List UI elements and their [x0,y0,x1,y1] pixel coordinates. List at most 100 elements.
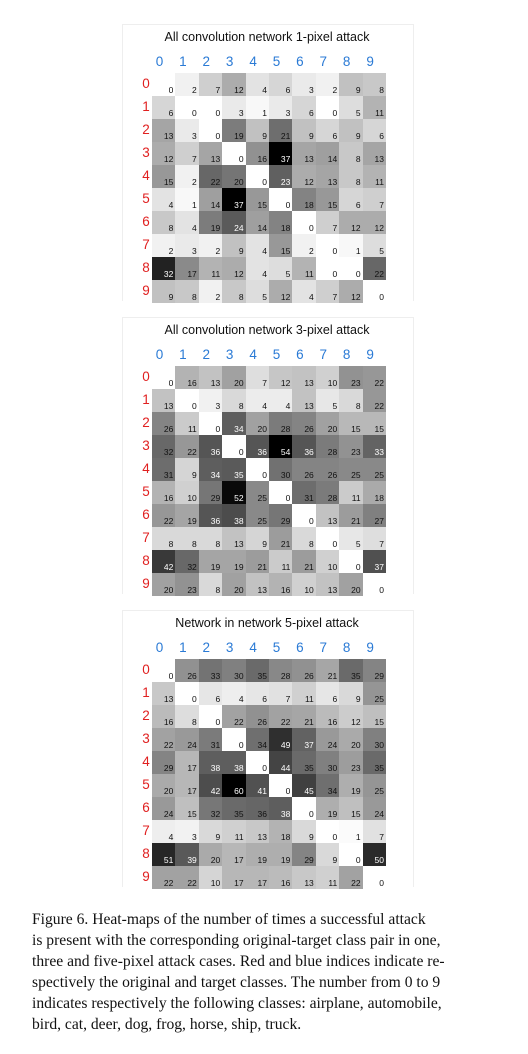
heatmap-cell: 12 [222,257,246,280]
cell-value: 3 [192,832,197,842]
heatmap-cell: 4 [292,280,316,303]
heatmap-cell: 13 [362,142,386,165]
heatmap-cell: 22 [152,728,176,751]
cell-value: 13 [304,378,314,388]
cell-value: 23 [351,763,361,773]
cell-value: 28 [327,447,338,457]
cell-value: 17 [234,855,244,865]
heatmap-cell: 8 [175,705,199,728]
cell-value: 1 [262,108,267,118]
cell-value: 10 [210,878,221,888]
cell-value: 30 [374,740,384,750]
heatmap-cell: 32 [152,435,176,458]
target-class-label: 1 [179,640,187,655]
cell-value: 26 [304,470,314,480]
heatmap-cell: 38 [222,751,246,774]
cell-value: 16 [187,378,197,388]
cell-value: 0 [215,131,221,141]
cell-value: 37 [280,154,291,164]
original-class-label: 8 [142,260,150,275]
cell-value: 21 [327,671,338,681]
heatmap-cell: 34 [222,412,246,435]
cell-value: 28 [280,424,291,434]
cell-value: 1 [355,246,361,256]
cell-value: 11 [328,878,338,888]
cell-value: 7 [379,832,384,842]
heatmap-cell: 0 [269,188,293,211]
heatmap-cell: 25 [245,481,269,504]
cell-value: 26 [187,671,197,681]
cell-value: 9 [332,855,338,865]
heatmap-cell: 19 [198,211,223,234]
cell-value: 0 [262,177,267,187]
cell-value: 5 [332,401,338,411]
cell-value: 0 [285,200,291,210]
cell-value: 54 [280,447,291,457]
cell-value: 9 [309,131,314,141]
heatmap-cell: 36 [292,435,316,458]
heatmap-cell: 15 [339,412,363,435]
target-class-label: 7 [319,347,328,362]
heatmap-title: All convolution network 3-pixel attack [164,323,370,337]
heatmap-cell: 21 [315,659,340,682]
target-class-label: 2 [202,347,211,362]
heatmap-cell: 0 [245,751,269,774]
cell-value: 17 [187,763,197,773]
cell-value: 23 [351,447,361,457]
cell-value: 0 [355,855,361,865]
heatmap-cell: 13 [198,366,223,389]
original-class-label: 7 [142,530,150,545]
heatmap-cell: 26 [175,659,199,682]
original-class-label: 0 [142,662,150,677]
heatmap-cell: 24 [152,797,176,820]
cell-value: 19 [187,516,197,526]
original-class-label: 4 [142,754,150,769]
heatmap-cell: 30 [269,458,293,481]
heatmap-cell: 6 [362,119,386,142]
heatmap-cell: 23 [269,165,293,188]
cell-value: 2 [168,246,174,256]
heatmap-cell: 45 [292,774,316,797]
heatmap-cell: 24 [362,797,386,820]
cell-value: 15 [327,200,338,210]
cell-value: 16 [280,585,291,595]
heatmap-cell: 0 [175,96,199,119]
heatmap-cell: 8 [292,527,316,550]
heatmap-cell: 12 [292,165,316,188]
heatmap-cell: 26 [292,412,316,435]
cell-value: 9 [355,694,361,704]
heatmap-cell: 13 [198,142,223,165]
heatmap-cell: 22 [269,705,293,728]
cell-value: 42 [210,786,221,796]
cell-value: 12 [163,154,174,164]
heatmap-cell: 26 [315,458,340,481]
cell-value: 19 [280,855,291,865]
cell-value: 35 [351,671,361,681]
heatmap-cell: 28 [269,412,293,435]
heatmap-cell: 22 [362,257,386,280]
heatmap-cell: 5 [339,96,363,119]
cell-value: 13 [327,516,338,526]
heatmap-cell: 10 [315,550,340,573]
heatmap-cell: 25 [362,774,386,797]
heatmap-cell: 0 [339,257,363,280]
heatmap-cell: 0 [362,866,386,889]
cell-value: 0 [285,493,291,503]
target-class-label: 3 [225,54,234,69]
heatmap-cell: 12 [339,280,363,303]
heatmap-cell: 1 [339,820,363,843]
heatmap-cell: 37 [362,550,386,573]
heatmap-cell: 30 [362,728,386,751]
cell-value: 20 [163,786,174,796]
cell-value: 0 [332,832,338,842]
target-class-label: 8 [342,54,351,69]
cell-value: 23 [187,585,197,595]
heatmap-cell: 28 [315,435,340,458]
cell-value: 36 [210,447,221,457]
target-class-label: 4 [249,347,257,362]
heatmap-cell: 0 [292,797,316,820]
heatmap-cell: 13 [292,866,316,889]
cell-value: 3 [192,246,197,256]
original-class-label: 3 [142,731,150,746]
cell-value: 12 [374,223,384,233]
